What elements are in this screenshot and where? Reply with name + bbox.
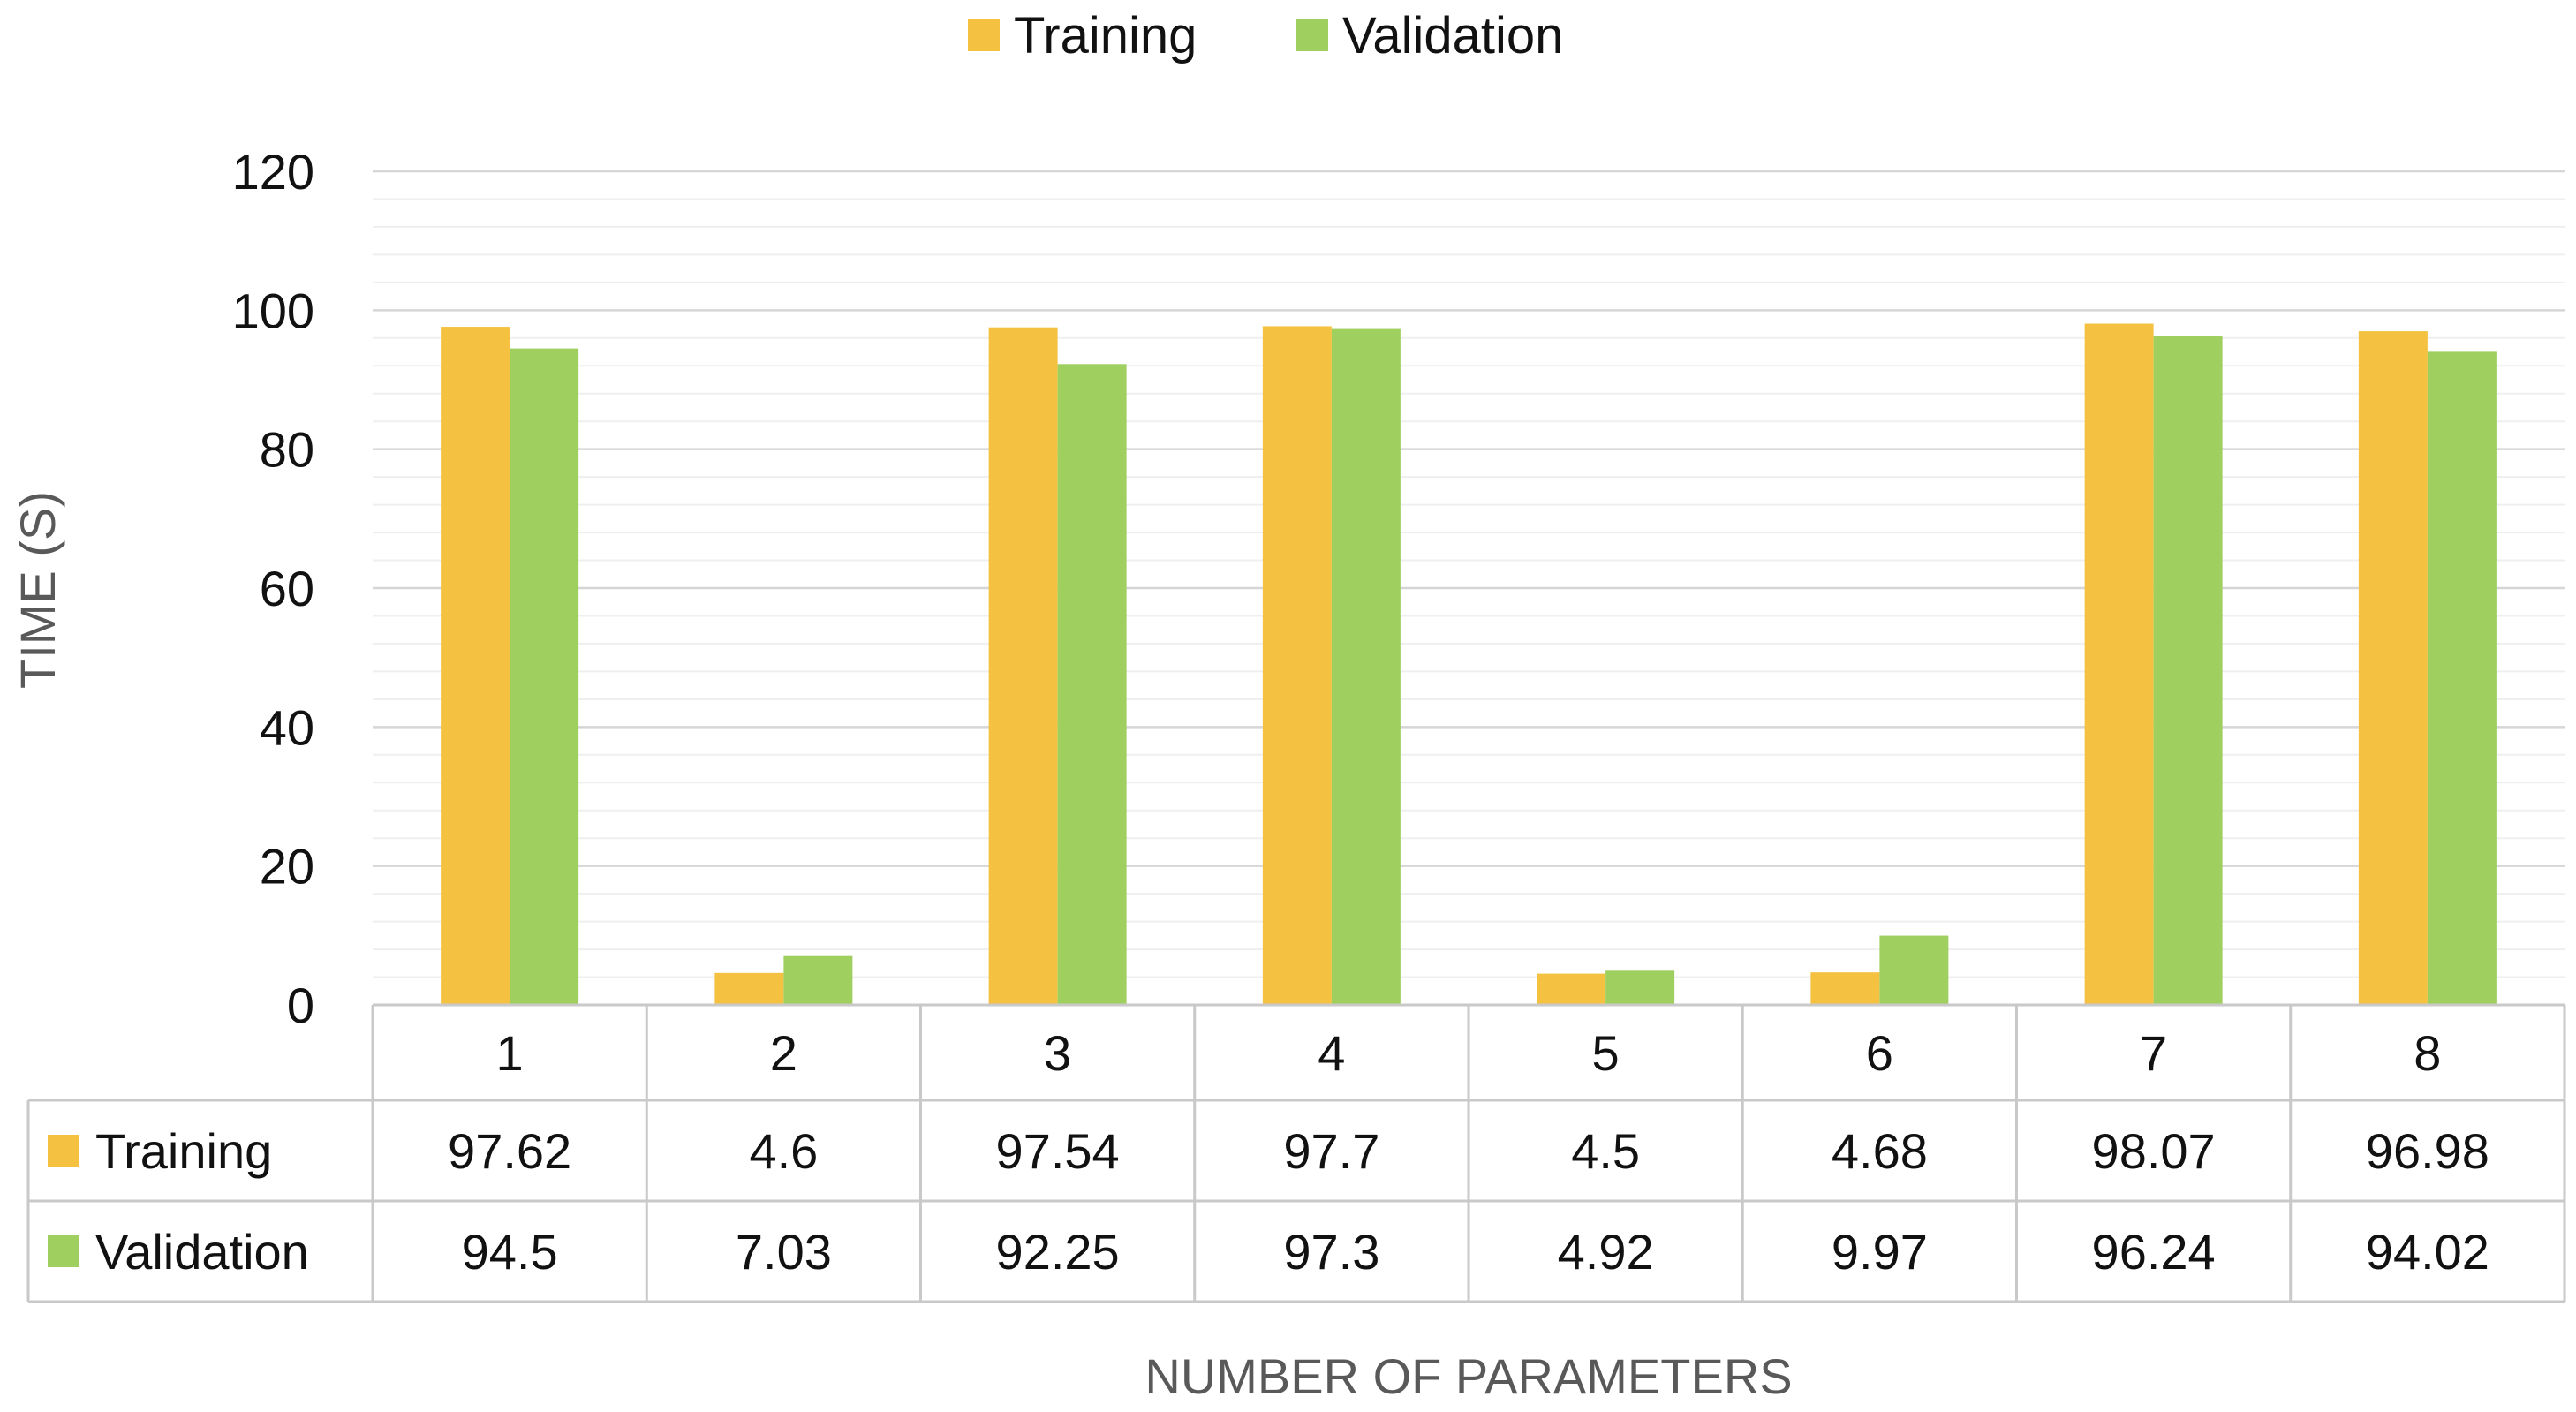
legend-label-training: Training (1014, 7, 1197, 64)
x-category-label: 3 (1044, 1025, 1071, 1081)
x-category-label: 8 (2414, 1025, 2441, 1081)
data-value-training: 96.98 (2366, 1123, 2489, 1179)
table-legend-key (48, 1235, 79, 1267)
x-axis-title: NUMBER OF PARAMETERS (1144, 1348, 1792, 1404)
y-tick-label: 40 (260, 699, 314, 755)
bar-training-6 (1810, 972, 1880, 1005)
x-category-label: 7 (2140, 1025, 2167, 1081)
x-category-label: 6 (1866, 1025, 1893, 1081)
bar-training-4 (1262, 326, 1332, 1006)
axis-titles: NUMBER OF PARAMETERS TIME (S) (10, 491, 1793, 1404)
x-category-label: 5 (1592, 1025, 1620, 1081)
bar-training-2 (714, 972, 784, 1005)
table-legend-key (48, 1135, 79, 1167)
y-tick-label: 0 (287, 978, 314, 1033)
data-value-validation: 96.24 (2092, 1224, 2216, 1280)
x-category-label: 2 (770, 1025, 797, 1081)
legend-label-validation: Validation (1342, 7, 1563, 64)
data-value-validation: 9.97 (1832, 1224, 1928, 1280)
data-value-training: 4.5 (1571, 1123, 1640, 1179)
data-value-validation: 94.5 (462, 1224, 558, 1280)
legend: Training Validation (968, 7, 1563, 64)
data-value-validation: 92.25 (996, 1224, 1120, 1280)
bar-validation-2 (783, 955, 853, 1005)
bar-training-7 (2084, 323, 2154, 1005)
y-tick-label: 20 (260, 839, 314, 895)
y-tick-label: 120 (232, 144, 314, 200)
legend-swatch-training (968, 19, 1000, 51)
bar-validation-8 (2427, 351, 2497, 1006)
table-series-label: Validation (95, 1224, 309, 1280)
legend-swatch-validation (1296, 19, 1328, 51)
y-axis: 0 20 40 60 80 100 120 (232, 144, 314, 1033)
y-axis-title: TIME (S) (10, 491, 65, 689)
data-value-training: 98.07 (2092, 1123, 2216, 1179)
data-table: 1 2 3 4 5 6 7 8 Training 97.62 4.6 97.54 97.7 4.5 4.68… (26, 1003, 2566, 1303)
bar-validation-1 (510, 348, 579, 1006)
data-value-training: 97.7 (1283, 1123, 1379, 1179)
bar-training-8 (2358, 331, 2428, 1005)
bar-training-3 (988, 327, 1058, 1006)
bar-validation-6 (1879, 935, 1949, 1005)
bar-validation-5 (1605, 970, 1675, 1005)
y-tick-label: 80 (260, 422, 314, 478)
bar-training-5 (1537, 973, 1606, 1005)
bar-validation-4 (1331, 328, 1401, 1005)
data-value-training: 97.62 (448, 1123, 571, 1179)
x-category-label: 1 (496, 1025, 524, 1081)
gridlines (373, 170, 2565, 978)
data-value-validation: 7.03 (736, 1224, 832, 1280)
x-category-label: 4 (1318, 1025, 1345, 1081)
bar-training-1 (441, 327, 510, 1005)
data-value-validation: 4.92 (1558, 1224, 1654, 1280)
data-value-training: 97.54 (996, 1123, 1120, 1179)
bar-validation-7 (2153, 336, 2223, 1005)
data-value-validation: 97.3 (1283, 1224, 1379, 1280)
bars (441, 323, 2497, 1006)
y-tick-label: 100 (232, 283, 314, 338)
data-value-training: 4.68 (1832, 1123, 1928, 1179)
bar-validation-3 (1057, 364, 1127, 1005)
table-series-label: Training (95, 1123, 272, 1179)
data-value-validation: 94.02 (2366, 1224, 2489, 1280)
data-value-training: 4.6 (749, 1123, 818, 1179)
y-tick-label: 60 (260, 561, 314, 616)
